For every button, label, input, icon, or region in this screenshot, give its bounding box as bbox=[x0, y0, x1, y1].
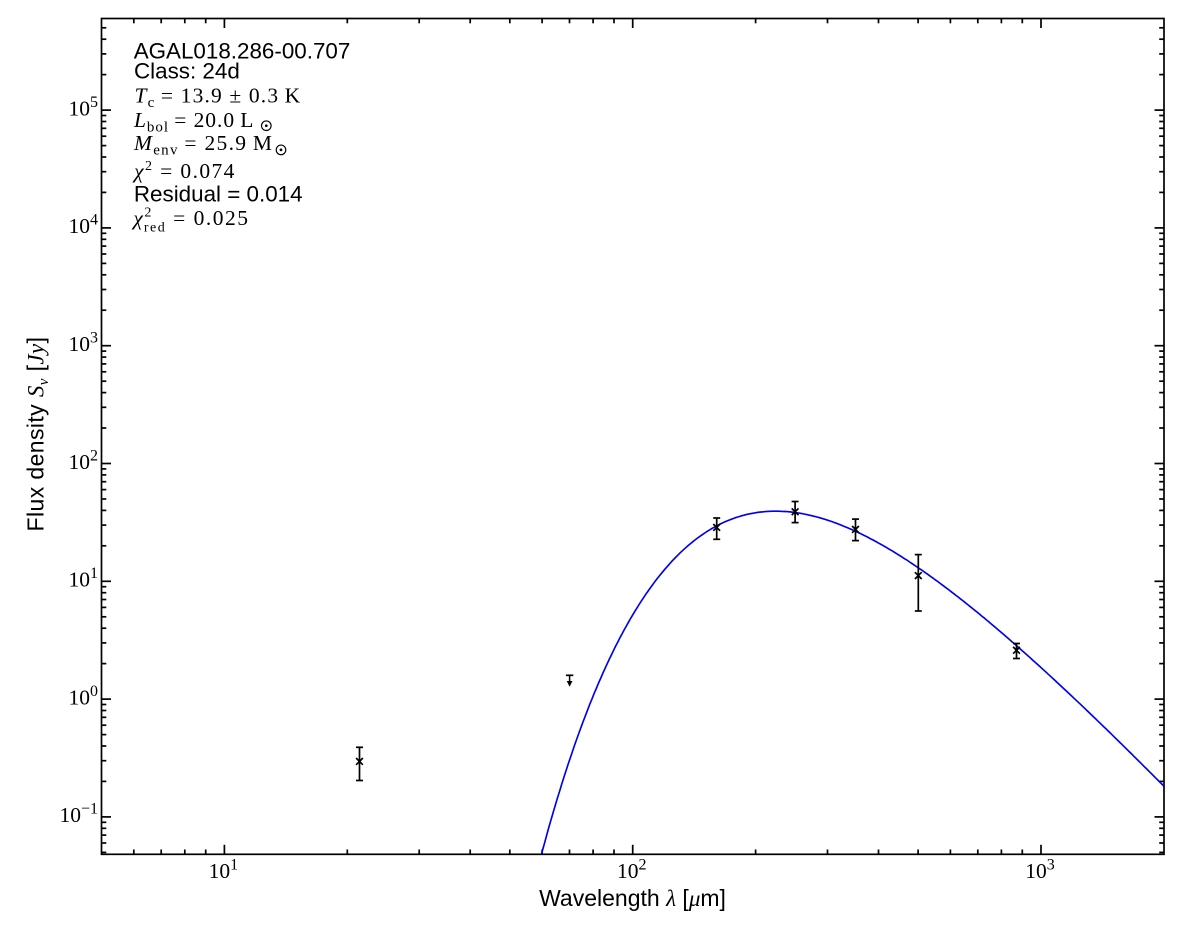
svg-text:103: 103 bbox=[69, 330, 99, 357]
svg-text:AGAL018.286-00.707: AGAL018.286-00.707 bbox=[134, 38, 351, 63]
svg-text:χ2 = 0.074: χ2 = 0.074 bbox=[132, 159, 236, 183]
svg-text:105: 105 bbox=[69, 94, 99, 121]
svg-text:10−1: 10−1 bbox=[59, 801, 98, 828]
svg-text:Flux density Sν [Jy]: Flux density Sν [Jy] bbox=[23, 337, 53, 532]
svg-text:Tc = 13.9 ± 0.3 K: Tc = 13.9 ± 0.3 K bbox=[135, 84, 302, 112]
svg-text:Menv = 25.9 M: Menv = 25.9 M bbox=[133, 131, 273, 159]
svg-text:Residual = 0.014: Residual = 0.014 bbox=[134, 181, 303, 206]
svg-text:Class: 24d: Class: 24d bbox=[134, 59, 240, 84]
svg-text:101: 101 bbox=[69, 565, 99, 592]
svg-text:Lbol = 20.0 L: Lbol = 20.0 L bbox=[133, 108, 254, 136]
svg-text:Wavelength λ [μm]: Wavelength λ [μm] bbox=[539, 885, 726, 911]
